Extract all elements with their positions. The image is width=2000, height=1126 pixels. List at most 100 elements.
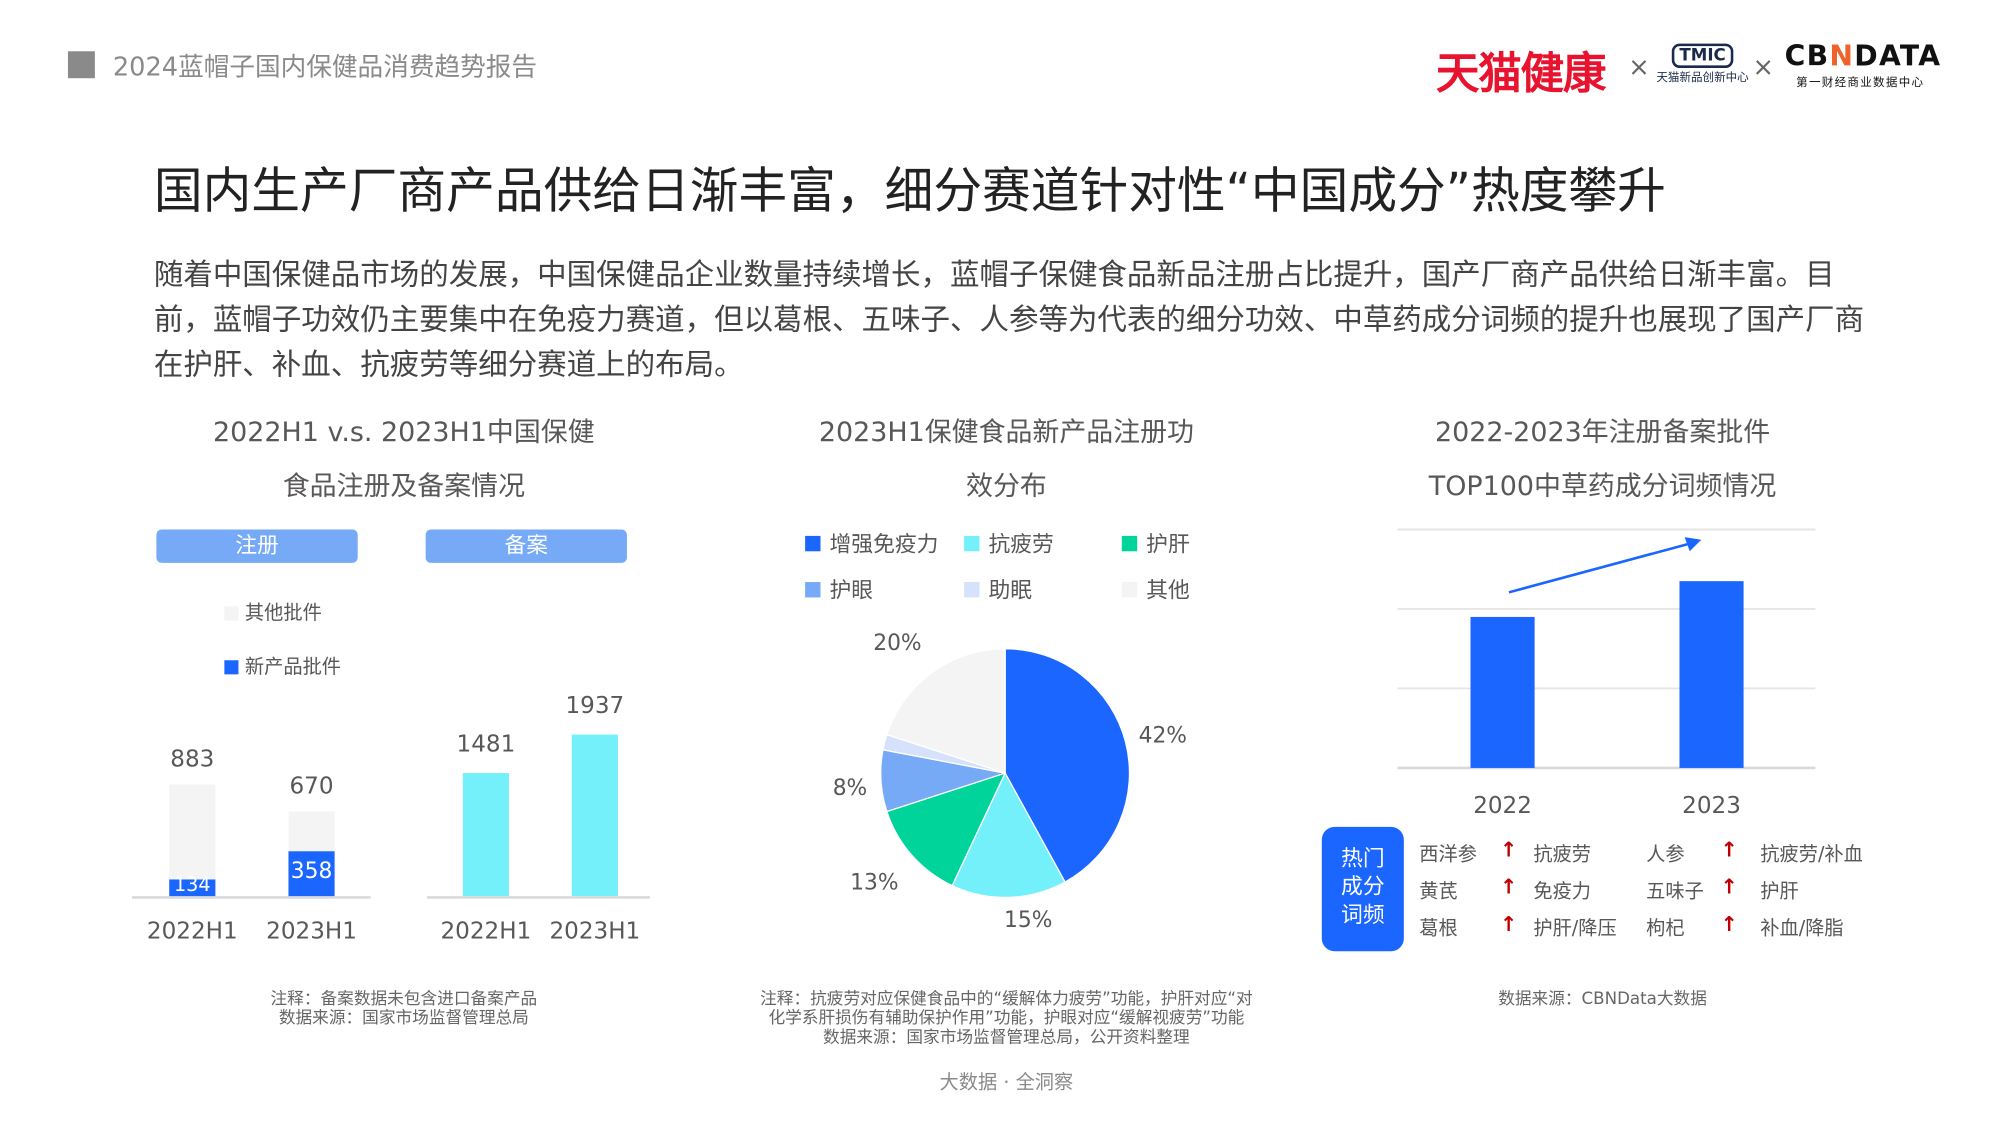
chart3-note: 数据来源：CBNData大数据 (1498, 989, 1707, 1009)
chart2-title-line: 2023H1保健食品新产品注册功 (818, 416, 1194, 448)
herb-name: 人参 (1646, 842, 1685, 866)
herb-name: 黄芪 (1419, 879, 1458, 903)
legend-label: 其他 (1146, 578, 1190, 604)
x-tick-label: 2022H1 (146, 917, 238, 945)
chart2-note: 注释：抗疲劳对应保健食品中的“缓解体力疲劳”功能，护肝对应“对 化学系肝损伤有辅… (737, 990, 1275, 1048)
legend-swatch (964, 582, 980, 598)
up-arrow-icon: ↑ (1720, 874, 1738, 899)
x-tick-label: 2022H1 (440, 917, 532, 945)
data-label: 1937 (565, 692, 625, 720)
trend-arrowhead-icon (1684, 537, 1702, 552)
up-arrow-icon: ↑ (1720, 911, 1738, 936)
data-label-new: 134 (173, 873, 211, 897)
bar-filing (462, 772, 509, 897)
slice-label: 20% (873, 631, 921, 656)
x-tick-label: 2022 (1473, 793, 1532, 819)
legend-label: 增强免疫力 (829, 532, 939, 558)
hot-ingredient-badge: 热门 成分 词频 (1321, 826, 1404, 952)
tmic-sub: 天猫新品创新中心 (1656, 71, 1749, 85)
herb-name: 五味子 (1646, 879, 1704, 903)
bar-new (288, 850, 335, 897)
legend-swatch (1121, 535, 1138, 552)
note-line: 化学系肝损伤有辅助保护作用”功能，护眼对应“缓解视疲劳”功能 (768, 1008, 1245, 1029)
slice-label: 15% (1004, 908, 1052, 933)
bar-filing (571, 734, 618, 897)
note-line: 数据来源：国家市场监督管理总局，公开资料整理 (823, 1028, 1190, 1048)
x-axis (132, 896, 371, 899)
tag-filing: 备案 (425, 529, 627, 563)
data-label-new: 358 (290, 859, 333, 886)
times-sign: × (1752, 51, 1775, 83)
pie-legend-item: 增强免疫力 (805, 526, 938, 558)
herb-name: 西洋参 (1419, 842, 1477, 866)
legend-label: 助眠 (988, 578, 1033, 604)
bar-other (169, 784, 216, 897)
legend-swatch (1121, 582, 1138, 598)
chart3-title-line: TOP100中草药成分词频情况 (1428, 470, 1777, 502)
pie-slice (951, 771, 1066, 899)
data-label: 1481 (456, 730, 516, 758)
legend-swatch (964, 535, 980, 552)
pie-slice (886, 648, 1006, 774)
chart1-note: 注释：备案数据未包含进口备案产品 数据来源：国家市场监督管理总局 (154, 990, 654, 1028)
legend-label: 抗疲劳 (988, 532, 1054, 558)
legend-label: 护肝 (1146, 532, 1190, 558)
tmall-health-logo: 天猫健康 (1435, 48, 1607, 100)
badge-line: 热门 (1341, 846, 1385, 872)
data-label-total: 883 (170, 746, 215, 774)
note-line: 注释：抗疲劳对应保健食品中的“缓解体力疲劳”功能，护肝对应“对 (760, 989, 1253, 1009)
chart1-title-line: 食品注册及备案情况 (282, 470, 525, 502)
header-square (67, 51, 95, 79)
up-arrow-icon: ↑ (1499, 911, 1518, 936)
herb-name: 葛根 (1419, 916, 1458, 940)
up-arrow-icon: ↑ (1720, 837, 1738, 862)
pie-legend-item: 助眠 (964, 572, 1032, 604)
times-sign: × (1628, 51, 1650, 83)
effect-name: 抗疲劳 (1533, 842, 1592, 866)
pie-legend-item: 抗疲劳 (964, 526, 1054, 558)
tag-registration: 注册 (156, 529, 358, 563)
up-arrow-icon: ↑ (1499, 837, 1518, 862)
chart3-title-line: 2022-2023年注册备案批件 (1434, 416, 1771, 448)
slice-label: 8% (833, 776, 868, 801)
effect-name: 补血/降脂 (1760, 916, 1844, 940)
effect-name: 护肝 (1760, 879, 1799, 903)
chart2-title-line: 效分布 (966, 470, 1047, 502)
slice-label: 13% (850, 871, 898, 896)
data-label-total: 670 (289, 773, 334, 800)
cbn-text: CBNDATA (1784, 41, 1942, 74)
chart1-title: 2022H1 v.s. 2023H1中国保健 食品注册及备案情况 (141, 405, 667, 513)
x-tick-label: 2023 (1682, 793, 1741, 819)
legend-swatch (805, 582, 821, 598)
chart2-title: 2023H1保健食品新产品注册功 效分布 (750, 405, 1263, 513)
bar (1470, 616, 1535, 768)
up-arrow-icon: ↑ (1499, 874, 1518, 899)
effect-name: 护肝/降压 (1533, 916, 1617, 940)
report-title: 2024蓝帽子国内保健品消费趋势报告 (112, 51, 538, 83)
trend-arrow-line (1508, 542, 1691, 594)
effect-name: 免疫力 (1533, 879, 1592, 903)
slice-label: 42% (1139, 723, 1187, 748)
pie-slice (886, 772, 1007, 887)
tmic-text: TMIC (1671, 43, 1734, 68)
cbndata-logo: CBNDATA 第一财经商业数据中心 (1784, 41, 1942, 90)
herb-name: 枸杞 (1646, 916, 1685, 940)
legend-other: 其他批件 (224, 599, 322, 626)
bar-new (169, 879, 216, 897)
x-tick-label: 2023H1 (549, 917, 641, 945)
x-tick-label: 2023H1 (266, 917, 357, 945)
bar (1679, 581, 1744, 768)
pie-legend-item: 其他 (1121, 572, 1190, 604)
pie-slice (1004, 648, 1131, 883)
chart1-title-line: 2022H1 v.s. 2023H1中国保健 (213, 416, 595, 448)
legend-label: 其他批件 (244, 601, 322, 625)
note-line: 数据来源：国家市场监督管理总局 (278, 1008, 529, 1029)
x-axis (426, 896, 650, 899)
pie-legend-item: 护眼 (805, 572, 873, 604)
legend-label: 新产品批件 (244, 655, 342, 679)
pie-legend-item: 护肝 (1121, 526, 1190, 558)
legend-label: 护眼 (829, 578, 874, 604)
